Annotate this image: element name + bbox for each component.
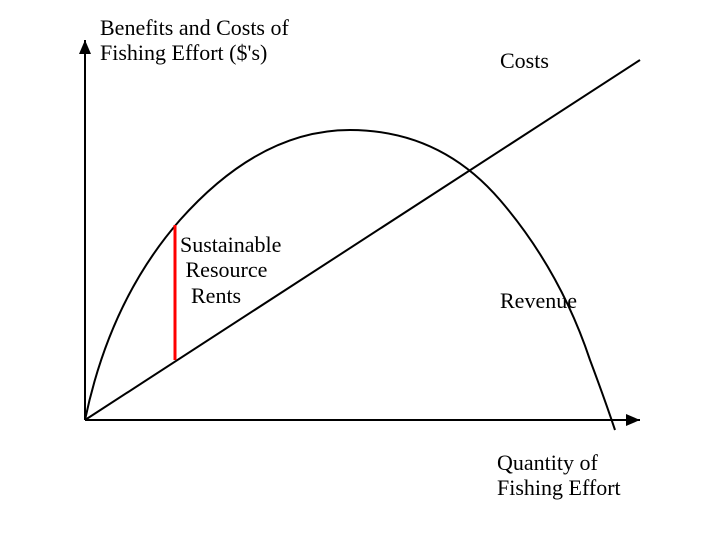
chart-stage: Benefits and Costs of Fishing Effort ($'…	[0, 0, 720, 540]
costs-label: Costs	[500, 48, 549, 73]
x-axis-title: Quantity of Fishing Effort	[497, 450, 621, 501]
y-axis-title: Benefits and Costs of Fishing Effort ($'…	[100, 15, 289, 66]
rents-label: Sustainable Resource Rents	[180, 232, 281, 308]
revenue-label: Revenue	[500, 288, 577, 313]
